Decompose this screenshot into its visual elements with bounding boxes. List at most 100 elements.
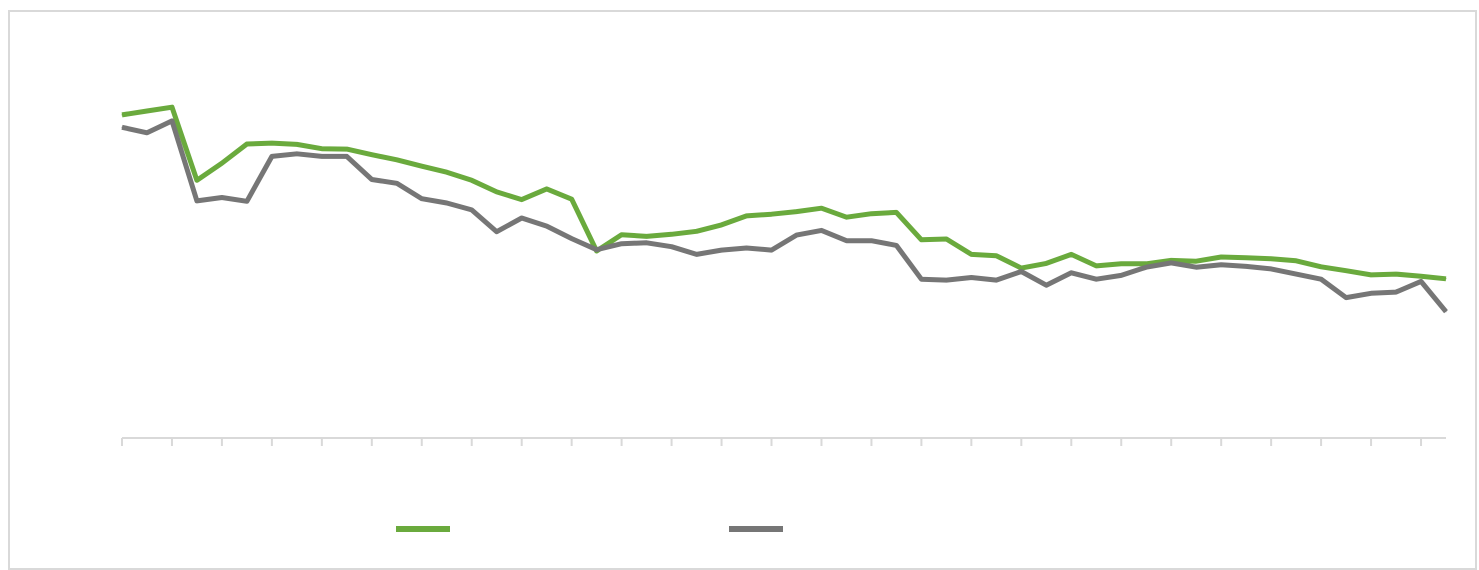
series-2-point [945,279,947,281]
series-2-point [271,155,273,157]
series-1-point [221,162,223,164]
series-2-point [1295,273,1297,275]
series-1-point [870,213,872,215]
series-1-point [471,179,473,181]
series-1-point [571,198,573,200]
series-2-point [1370,292,1372,294]
series-1-point [995,255,997,257]
series-line-1 [121,104,1447,282]
series-2-point [1020,271,1022,272]
series-2-point [546,225,548,227]
series-1-point [1420,275,1422,277]
series-1-point [321,148,323,150]
series-2-point [1395,291,1397,293]
series-2-point [1320,278,1322,280]
series-1-point [246,143,248,145]
series-2-point [1445,311,1447,313]
series-2-point [321,155,323,157]
series-1-point [446,171,448,173]
series-1-point [1270,258,1272,260]
series-2-point [571,238,573,240]
series-2-point [346,155,348,157]
series-2-point [995,279,997,281]
series-2-point [521,217,523,219]
series-2-point [1270,268,1272,270]
series-1-point [1145,263,1147,265]
series-1-point [121,114,123,116]
series-1-point [496,191,498,193]
series-line-2 [121,118,1448,314]
series-2-point [621,243,623,245]
series-2-point [970,277,972,278]
series-2-point [471,209,473,211]
series-1-point [1120,263,1122,265]
series-1-point [421,165,423,167]
series-1-point [1195,260,1197,262]
series-1-point [621,234,623,236]
series-1-point [296,143,298,145]
series-2-point [371,179,373,180]
chart-area [8,10,1477,570]
series-2-point [696,253,698,255]
series-2-point [1345,297,1347,299]
series-1-point [1095,265,1097,267]
series-1-point [970,253,972,255]
series-2-point [1145,266,1147,268]
series-2-point [446,202,448,204]
series-2-point [895,244,897,246]
series-2-point [1120,274,1122,276]
series-2-point [1245,265,1247,267]
series-1-point [346,148,348,150]
series-2-point [920,278,922,280]
series-2-point [1220,264,1222,266]
series-1-point [1020,267,1022,269]
series-1-point [371,154,373,156]
series-2-point [296,153,298,155]
series-1-point [1320,266,1322,268]
series-2-point [746,247,747,249]
series-1-point [1220,256,1222,258]
series-2-point [1170,262,1172,264]
series-1-point [271,142,273,144]
series-1-point [646,235,648,237]
series-2-point [1095,278,1097,280]
series-2-point [1420,280,1422,282]
series-1-point [546,188,548,190]
series-2-point [396,182,398,184]
series-2-point [171,120,173,122]
series-1-point [721,224,722,226]
series-2-point [646,242,648,244]
series-2-point [221,197,223,198]
series-1-point [920,239,922,241]
series-2-point [821,229,822,231]
series-1-point [945,238,947,240]
series-1-point [1245,257,1247,259]
series-2-point [846,240,847,242]
series-2-point [196,200,198,202]
series-1-point [771,213,772,215]
series-1-point [696,230,698,232]
series-2-point [796,234,797,236]
series-1-point [895,211,897,213]
series-2-point [596,249,598,251]
series-1-point [396,159,398,161]
series-1-point [1445,278,1447,280]
series-1-point [671,233,673,235]
series-2-point [870,240,872,242]
series-2-point [1045,284,1047,286]
series-1-point [846,216,847,218]
series-1-point [1345,270,1347,272]
series-2-point [246,200,248,202]
series-1-point [171,106,173,108]
series-1-point [521,199,523,201]
series-1-point [146,110,148,112]
series-1-point [196,179,198,181]
series-2-point [421,198,423,200]
series-2-point [496,231,498,233]
series-1-point [796,211,797,213]
series-2-point [1070,272,1072,274]
x-axis [121,437,1446,446]
series-1-point [1295,260,1297,262]
series-1-point [1070,253,1072,255]
